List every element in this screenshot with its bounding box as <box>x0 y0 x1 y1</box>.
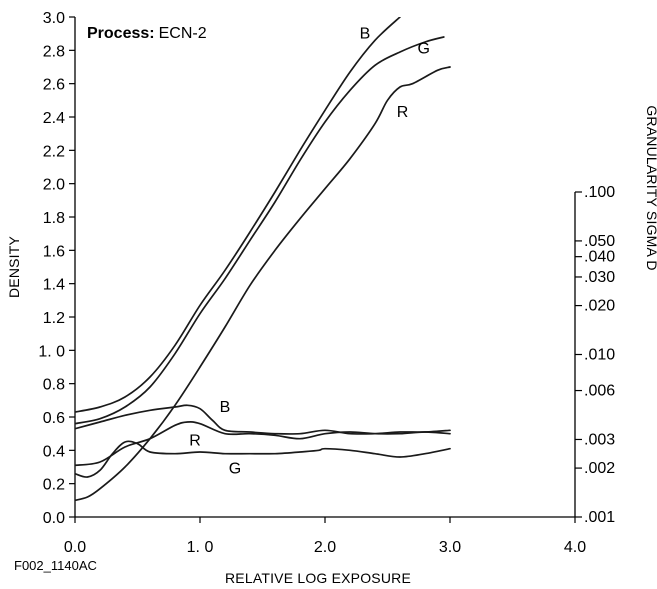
y2-tick-label: .020 <box>584 298 615 315</box>
y2-tick-label: .100 <box>584 184 615 201</box>
process-label: Process: ECN-2 <box>87 25 207 42</box>
y-tick-label: 1.2 <box>43 310 65 327</box>
granularity-curve-g <box>75 440 451 478</box>
chart-curves <box>75 17 451 502</box>
y-tick-label: 1.4 <box>43 277 65 294</box>
density-curve-g <box>75 36 445 425</box>
granularity-curve-b <box>75 404 451 435</box>
granularity-label-g: G <box>229 461 241 478</box>
y-tick-label: 2.0 <box>43 177 65 194</box>
y-tick-label: 1. 0 <box>38 343 65 360</box>
x-tick-label: 0.0 <box>64 539 86 556</box>
y-tick-label: 1.8 <box>43 210 65 227</box>
y2-tick-label: .002 <box>584 460 615 477</box>
y2-tick-label: .006 <box>584 383 615 400</box>
y-axis-title: DENSITY <box>6 236 22 299</box>
y2-tick-label: .003 <box>584 431 615 448</box>
x-tick-label: 1. 0 <box>187 539 214 556</box>
process-label-value: ECN-2 <box>159 25 207 42</box>
x-axis-title: RELATIVE LOG EXPOSURE <box>225 570 411 586</box>
granularity-label-r: R <box>189 432 201 449</box>
granularity-label-b: B <box>220 399 231 416</box>
y-tick-label: 2.2 <box>43 143 65 160</box>
density-curve-r <box>75 66 451 502</box>
process-label-key: Process: <box>87 25 155 42</box>
y2-tick-label: .040 <box>584 249 615 266</box>
density-label-g: G <box>418 41 430 58</box>
y-tick-label: 0.4 <box>43 443 65 460</box>
y-tick-label: 2.6 <box>43 77 65 94</box>
y-tick-label: 0.8 <box>43 377 65 394</box>
density-curve-b <box>75 17 401 413</box>
y2-tick-label: .001 <box>584 509 615 526</box>
granularity-curve-r <box>75 421 451 467</box>
y2-tick-label: .010 <box>584 347 615 364</box>
density-label-b: B <box>360 26 371 43</box>
x-tick-label: 4.0 <box>564 539 586 556</box>
y-tick-label: 1.6 <box>43 243 65 260</box>
y-tick-label: 2.4 <box>43 110 65 127</box>
y-tick-label: 0.0 <box>43 510 65 527</box>
x-tick-label: 3.0 <box>439 539 461 556</box>
y-tick-label: 3.0 <box>43 10 65 27</box>
y2-axis-title: GRANULARITY SIGMA D <box>644 105 657 270</box>
figure-id: F002_1140AC <box>14 558 97 573</box>
y-tick-label: 0.2 <box>43 477 65 494</box>
y-tick-label: 0.6 <box>43 410 65 427</box>
chart-labels: B G R B R G <box>189 26 430 478</box>
x-tick-label: 2.0 <box>314 539 336 556</box>
density-label-r: R <box>397 104 409 121</box>
y2-tick-label: .030 <box>584 269 615 286</box>
chart-axes: 0.0 0.2 0.4 0.6 0.8 1. 0 1.2 1.4 1.6 1.8 2.0 2.2 2.4… <box>38 10 615 556</box>
y-tick-label: 2.8 <box>43 43 65 60</box>
y2-tick-label: .050 <box>584 233 615 250</box>
